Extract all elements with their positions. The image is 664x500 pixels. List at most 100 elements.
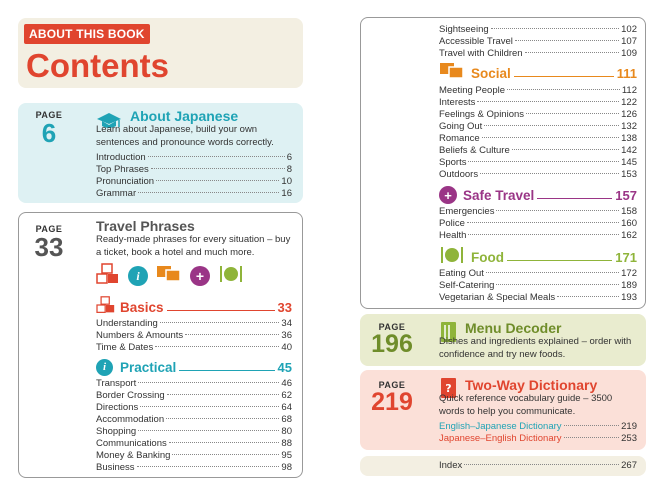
entry-label: Accommodation	[96, 414, 165, 425]
entry-page: 145	[621, 157, 637, 168]
toc-entry[interactable]: Numbers & Amounts 36	[96, 330, 292, 342]
practical-title: Practical	[120, 359, 177, 375]
leader-dots	[172, 454, 280, 455]
toc-entry[interactable]: Transport 46	[96, 378, 292, 390]
page-number: 33	[34, 232, 64, 262]
entry-label: Transport	[96, 378, 137, 389]
social-title: Social	[471, 65, 511, 81]
basics-heading: Basics 33	[96, 295, 292, 319]
toc-entry[interactable]: Accessible Travel 107	[439, 36, 637, 48]
entry-label: Eating Out	[439, 268, 484, 279]
entry-page: 80	[281, 426, 292, 437]
toc-entry[interactable]: Business 98	[96, 462, 292, 474]
toc-entry[interactable]: Meeting People 112	[439, 85, 637, 97]
leader-dots	[138, 430, 280, 431]
entry-page: 8	[286, 164, 292, 175]
entry-label: Romance	[439, 133, 480, 144]
social-toc-list: Meeting People 112 Interests 122 Feelings & …	[439, 85, 637, 181]
toc-entry[interactable]: Emergencies 158	[439, 206, 637, 218]
toc-entry[interactable]: Eating Out 172	[439, 268, 637, 280]
leader-dots	[468, 161, 620, 162]
leader-dots	[136, 466, 280, 467]
practical-page: 45	[277, 359, 292, 375]
entry-label: Top Phrases	[96, 164, 149, 175]
index-card	[360, 456, 646, 476]
toc-entry[interactable]: Sports 145	[439, 157, 637, 169]
toc-entry[interactable]: Pronunciation 10	[96, 176, 292, 188]
toc-entry[interactable]: Going Out 132	[439, 121, 637, 133]
entry-label: English–Japanese Dictionary	[439, 421, 562, 432]
toc-entry[interactable]: Introduction 6	[96, 152, 292, 164]
entry-page: 64	[281, 402, 292, 413]
entry-label: Emergencies	[439, 206, 495, 217]
entry-label: Sightseeing	[439, 24, 489, 35]
toc-entry[interactable]: Romance 138	[439, 133, 637, 145]
index-entry[interactable]: Index 267	[439, 460, 637, 472]
toc-entry[interactable]: Beliefs & Culture 142	[439, 145, 637, 157]
entry-page: 189	[621, 280, 637, 291]
toc-entry[interactable]: Top Phrases 8	[96, 164, 292, 176]
leader-dots	[514, 40, 620, 41]
leader-dots	[159, 322, 280, 323]
toc-entry[interactable]: Accommodation 68	[96, 414, 292, 426]
safe-travel-toc-list: Emergencies 158 Police 160 Health 162	[439, 206, 637, 242]
toc-entry[interactable]: Time & Dates 40	[96, 342, 292, 354]
leader-dots	[185, 334, 280, 335]
svg-text:?: ?	[445, 382, 451, 395]
leader-dots	[140, 406, 280, 407]
entry-label: Feelings & Opinions	[439, 109, 525, 120]
toc-entry[interactable]: Police 160	[439, 218, 637, 230]
toc-entry[interactable]: Japanese–English Dictionary 253	[439, 433, 637, 445]
info-icon: i	[128, 266, 148, 286]
travel-description: Ready-made phrases for every situation –…	[96, 234, 291, 258]
toc-entry[interactable]: Shopping 80	[96, 426, 292, 438]
leader-dots	[468, 234, 620, 235]
dictionary-card	[360, 370, 646, 450]
toc-entry[interactable]: English–Japanese Dictionary 219	[439, 421, 637, 433]
leader-dots	[477, 101, 620, 102]
entry-page: 158	[621, 206, 637, 217]
about-japanese-card	[18, 103, 303, 203]
entry-label: Understanding	[96, 318, 158, 329]
top-toc-list: Sightseeing 102 Accessible Travel 107 Travel…	[439, 24, 637, 60]
entry-label: Vegetarian & Special Meals	[439, 292, 556, 303]
leader-dots	[150, 168, 285, 169]
leader-dots	[138, 382, 280, 383]
social-page: 111	[616, 65, 637, 81]
index-page: 267	[621, 460, 637, 471]
toc-entry[interactable]: Grammar 16	[96, 188, 292, 200]
social-heading: Social 111	[439, 62, 637, 82]
menu-decoder-card	[360, 314, 646, 366]
entry-label: Directions	[96, 402, 139, 413]
dictionary-description: Quick reference vocabulary guide – 3500 …	[439, 393, 613, 417]
toc-entry[interactable]: Border Crossing 62	[96, 390, 292, 402]
toc-entry[interactable]: Communications 88	[96, 438, 292, 450]
toc-entry[interactable]: Interests 122	[439, 97, 637, 109]
entry-label: Japanese–English Dictionary	[439, 433, 562, 444]
toc-entry[interactable]: Understanding 34	[96, 318, 292, 330]
toc-entry[interactable]: Self-Catering 189	[439, 280, 637, 292]
leader-dots	[490, 28, 620, 29]
basics-page: 33	[277, 299, 292, 315]
toc-entry[interactable]: Health 162	[439, 230, 637, 242]
plus-circle-icon: +	[190, 266, 210, 286]
menu-page-box: PAGE 196	[366, 322, 418, 357]
about-page-box: PAGE 6	[26, 110, 72, 146]
entry-page: 253	[621, 433, 637, 444]
toc-entry[interactable]: Directions 64	[96, 402, 292, 414]
entry-page: 112	[621, 85, 637, 96]
toc-entry[interactable]: Feelings & Opinions 126	[439, 109, 637, 121]
toc-entry[interactable]: Money & Banking 95	[96, 450, 292, 462]
toc-entry[interactable]: Outdoors 153	[439, 169, 637, 181]
dictionary-toc-list: English–Japanese Dictionary 219 Japanese…	[439, 421, 637, 445]
entry-page: 219	[621, 421, 637, 432]
entry-page: 162	[621, 230, 637, 241]
travel-icon-row: i +	[96, 262, 296, 288]
toc-entry[interactable]: Travel with Children 109	[439, 48, 637, 60]
leader-dots	[166, 394, 280, 395]
toc-entry[interactable]: Sightseeing 102	[439, 24, 637, 36]
abc-blocks-icon	[96, 295, 116, 319]
entry-label: Health	[439, 230, 467, 241]
toc-entry[interactable]: Vegetarian & Special Meals 193	[439, 292, 637, 304]
leader-dots	[526, 113, 620, 114]
